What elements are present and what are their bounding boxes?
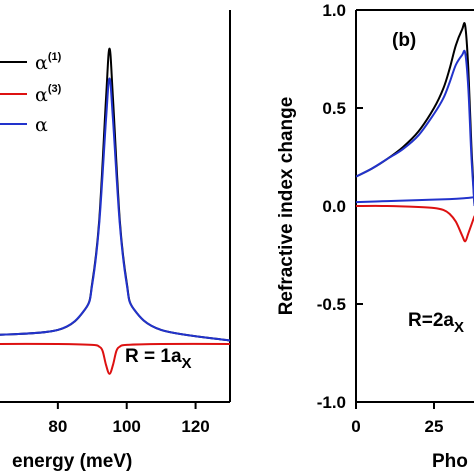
panel-a-legend: α(1) α(3) α [0, 51, 62, 136]
legend-item-alpha3: α(3) [0, 83, 62, 106]
panel-a-series [0, 47, 230, 375]
panel-b-annotation-sub: X [454, 319, 464, 336]
panel-b-series-line-3 [356, 196, 474, 204]
panel-a-x-tick-label: 80 [48, 417, 67, 436]
panel-b-y-tick-label: 0.0 [322, 197, 346, 216]
panel-a-x-ticks: 80 100 120 [48, 402, 210, 436]
panel-b-x-ticks: 0 25 [351, 402, 443, 436]
panel-b-panel-label: (b) [392, 30, 416, 51]
panel-b: -1.0 -0.5 0.0 0.5 1.0 0 25 Refractive index c… [276, 1, 474, 472]
legend-item-alpha: α [0, 114, 48, 136]
panel-a: 80 100 120 energy (meV) R = 1aX α(1) α(3) … [0, 10, 231, 472]
panel-b-x-tick-label: 25 [425, 417, 444, 436]
panel-b-y-tick-label: -0.5 [317, 295, 346, 314]
panel-a-x-tick-label: 120 [181, 417, 209, 436]
panel-a-x-axis-label: energy (meV) [12, 451, 132, 472]
panel-b-annotation: R=2aX [408, 310, 464, 336]
legend-label-alpha: α [35, 114, 48, 136]
panel-a-annotation-main: R = 1a [125, 346, 182, 367]
panel-a-annotation-sub: X [182, 355, 192, 372]
legend-label-alpha1: α(1) [35, 51, 62, 74]
panel-b-plot-area [356, 22, 474, 243]
panel-a-series-line-3 [0, 77, 230, 342]
panel-a-x-tick-label: 100 [113, 417, 141, 436]
panel-b-series [356, 22, 474, 243]
panel-b-series-line-4 [356, 204, 474, 243]
panel-b-x-axis-label: Pho [432, 451, 468, 472]
panel-b-annotation-main: R=2a [408, 310, 454, 331]
legend-item-alpha1: α(1) [0, 51, 62, 74]
panel-a-annotation: R = 1aX [125, 346, 192, 372]
panel-b-y-tick-label: -1.0 [317, 393, 346, 412]
panel-a-plot-area [0, 47, 230, 375]
panel-b-series-line-2 [356, 49, 474, 207]
panel-b-y-ticks: -1.0 -0.5 0.0 0.5 1.0 [317, 1, 363, 412]
panel-b-x-tick-label: 0 [351, 417, 360, 436]
panel-a-series-line-2 [0, 342, 230, 375]
legend-label-alpha3: α(3) [35, 83, 62, 106]
panel-b-y-tick-label: 1.0 [322, 1, 346, 20]
panel-b-y-tick-label: 0.5 [322, 99, 346, 118]
panel-b-y-axis-label: Refractive index change [276, 97, 297, 316]
